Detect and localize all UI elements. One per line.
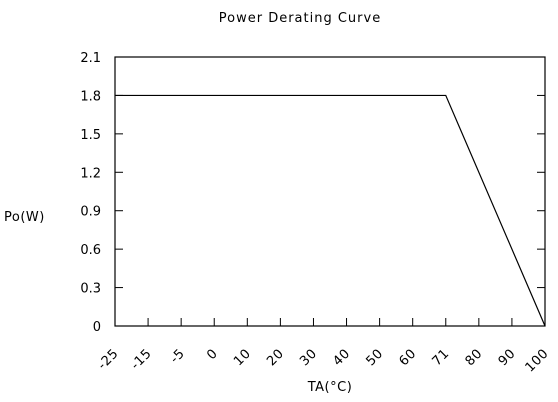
x-tick-label: 71 <box>430 346 453 369</box>
y-axis-label: Po(W) <box>4 210 45 225</box>
plot-frame-group <box>115 57 545 326</box>
x-tick-label: 0 <box>204 346 221 363</box>
x-tick-label: -25 <box>95 346 122 373</box>
x-tick-label: 30 <box>297 346 320 369</box>
y-tick-label: 0.9 <box>80 205 101 220</box>
x-tick-label: 80 <box>463 346 486 369</box>
x-tick-label: 20 <box>264 346 287 369</box>
plot-frame <box>115 57 545 326</box>
x-tick-label: 60 <box>397 346 420 369</box>
y-tick-label: 0.6 <box>80 243 101 258</box>
x-tick-label: -15 <box>128 346 155 373</box>
x-tick-label: -5 <box>167 346 187 366</box>
x-tick-label: 40 <box>330 346 353 369</box>
x-tick-label: 50 <box>363 346 386 369</box>
x-axis-label: TA(°C) <box>307 380 353 395</box>
y-tick-label: 0 <box>93 320 101 335</box>
derating-series-line <box>115 95 545 326</box>
series-group <box>115 95 545 326</box>
y-tick-label: 1.2 <box>80 166 101 181</box>
x-tick-label: 90 <box>496 346 519 369</box>
y-tick-label: 0.3 <box>80 282 101 297</box>
y-tick-label: 1.5 <box>80 128 101 143</box>
chart-title: Power Derating Curve <box>219 11 381 26</box>
y-tick-label: 2.1 <box>80 51 101 66</box>
y-axis-ticks: 0 0.3 0.6 0.9 1.2 1.5 1.8 2.1 <box>80 51 545 335</box>
y-tick-label: 1.8 <box>80 89 101 104</box>
x-tick-label: 100 <box>523 346 552 375</box>
x-tick-label: 10 <box>231 346 254 369</box>
